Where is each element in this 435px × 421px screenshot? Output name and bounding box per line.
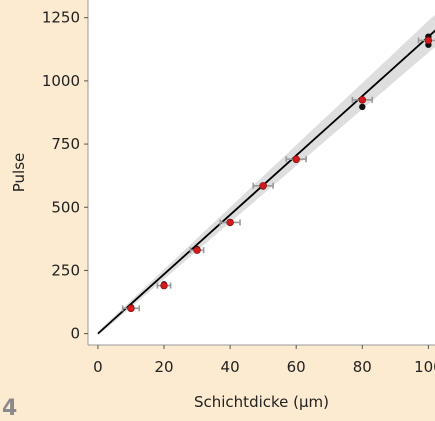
x-tick-label: 20 (154, 358, 173, 376)
figure-tag: 4 (2, 396, 18, 421)
red-point (160, 281, 168, 290)
x-tick-label: 40 (221, 358, 240, 376)
y-tick-label: 500 (51, 198, 80, 216)
x-tick-label: 80 (353, 358, 372, 376)
red-point (127, 304, 135, 313)
x-tick-label: 100 (414, 358, 435, 376)
fit-line-group (97, 29, 435, 335)
x-tick-label: 0 (93, 358, 103, 376)
y-tick-label: 1250 (42, 9, 80, 27)
axes: 020406080100025050075010001250 (42, 0, 435, 376)
y-tick-label: 0 (70, 325, 80, 343)
y-tick-label: 1000 (42, 72, 80, 90)
x-axis-title: Schichtdicke (µm) (194, 393, 329, 411)
red-point (259, 182, 267, 190)
red-point (226, 218, 234, 227)
red-point (358, 96, 366, 104)
y-tick-label: 250 (51, 261, 80, 279)
confidence-band-area (97, 14, 435, 336)
confidence-band (97, 14, 435, 336)
red-point (193, 246, 201, 254)
fit-line (97, 29, 435, 335)
x-tick-label: 60 (287, 358, 306, 376)
y-axis-title: Pulse (10, 153, 28, 193)
red-points (127, 36, 433, 313)
y-tick-label: 750 (51, 135, 80, 153)
red-point (292, 155, 300, 163)
black-point (359, 103, 366, 111)
red-point (424, 36, 433, 45)
